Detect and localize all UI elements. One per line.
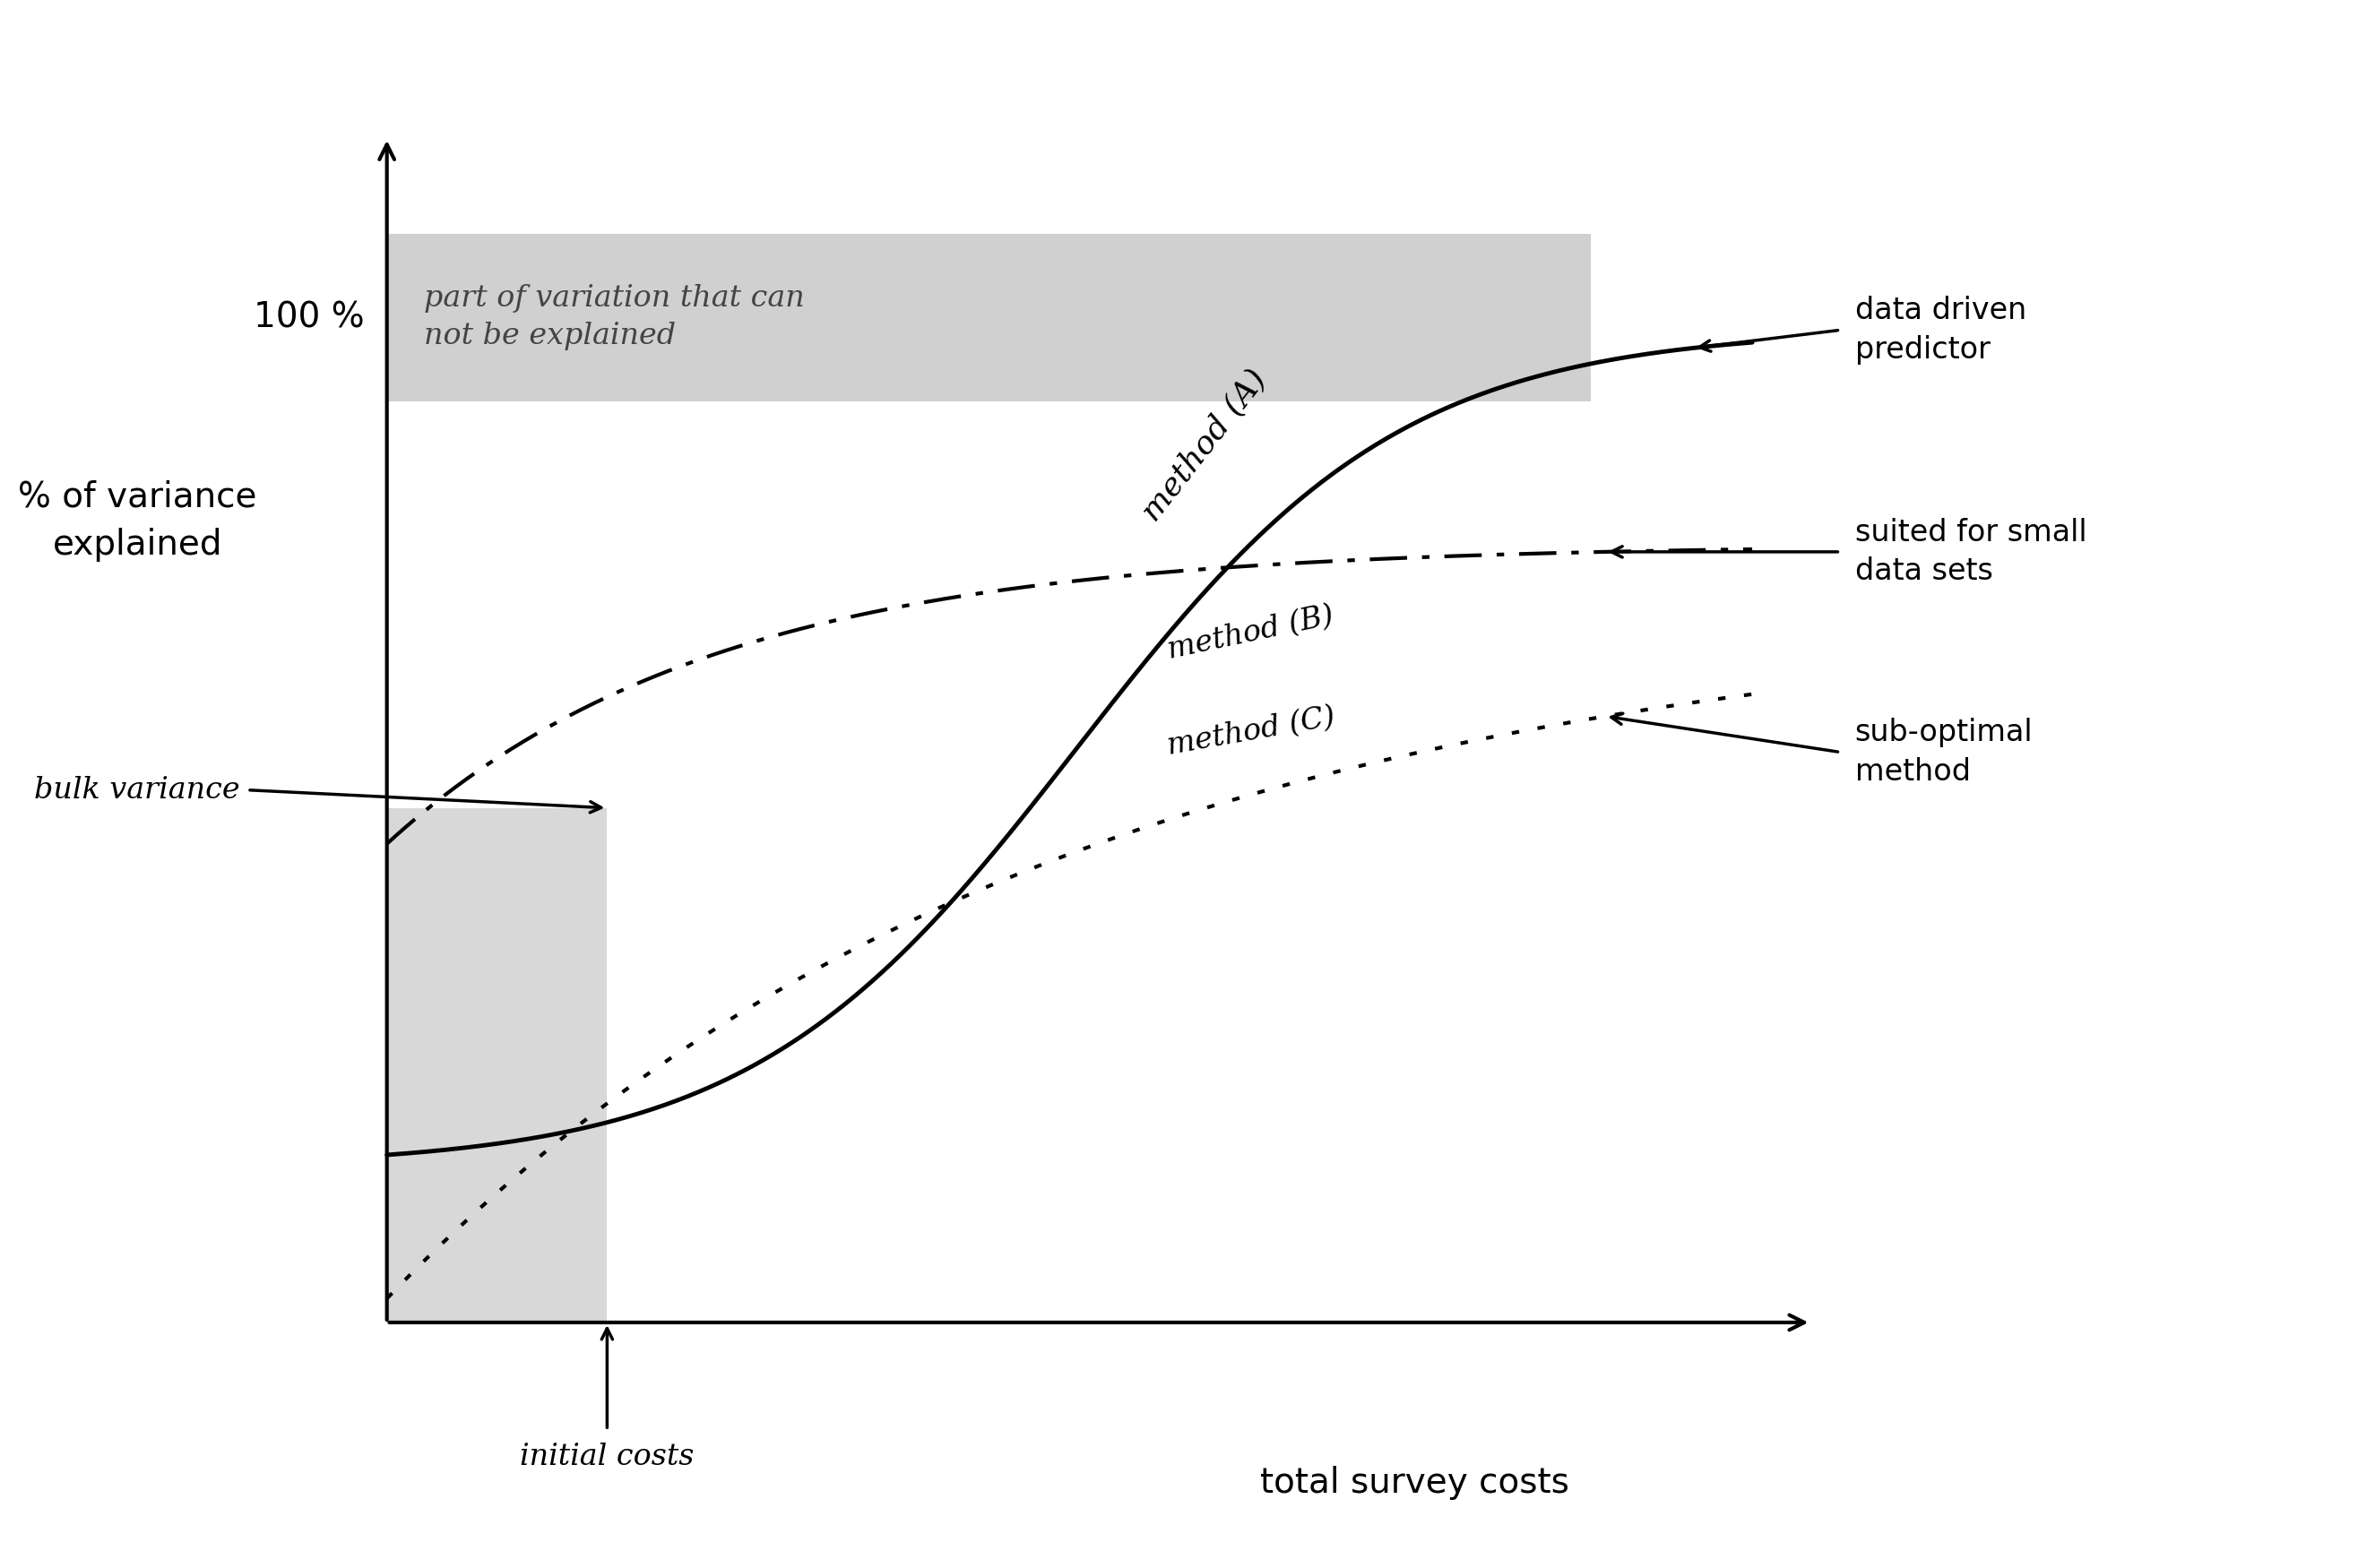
Text: method (B): method (B) xyxy=(1166,602,1337,665)
Text: method (C): method (C) xyxy=(1166,702,1337,760)
Text: sub-optimal
method: sub-optimal method xyxy=(1855,718,2033,787)
Text: data driven
predictor: data driven predictor xyxy=(1855,296,2026,364)
Text: % of variance
explained: % of variance explained xyxy=(19,480,256,561)
Text: initial costs: initial costs xyxy=(520,1443,694,1471)
Bar xyxy=(387,808,608,1322)
Text: total survey costs: total survey costs xyxy=(1261,1466,1570,1501)
Text: 100 %: 100 % xyxy=(254,301,366,334)
Text: suited for small
data sets: suited for small data sets xyxy=(1855,517,2088,586)
Text: method (A): method (A) xyxy=(1135,364,1273,527)
Text: part of variation that can
not be explained: part of variation that can not be explai… xyxy=(423,284,805,351)
Text: bulk variance: bulk variance xyxy=(33,776,240,804)
Bar xyxy=(387,234,1591,401)
